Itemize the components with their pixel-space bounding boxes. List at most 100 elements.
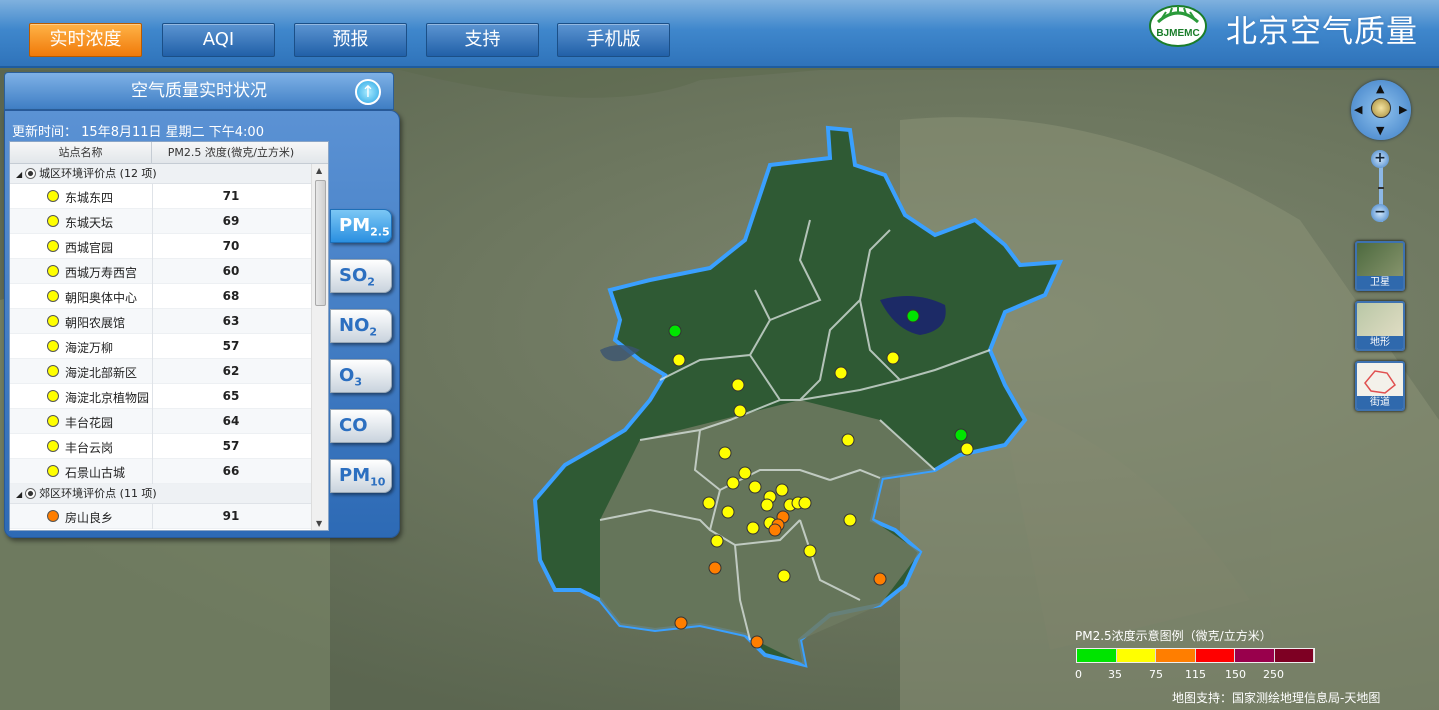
group-label: 城区环境评价点 (12 项)	[39, 167, 157, 180]
station-name: 东城东四	[65, 191, 114, 205]
pm25-value: 65	[222, 389, 240, 403]
pm25-value: 70	[222, 239, 240, 253]
tab-sub: 3	[354, 375, 362, 389]
guanting-reservoir	[600, 345, 640, 362]
group-label: 郊区环境评价点 (11 项)	[39, 487, 157, 500]
zoom-in-button[interactable]: +	[1371, 150, 1389, 168]
plain-area	[600, 400, 935, 665]
tab-pollutant[interactable]: CO	[330, 409, 392, 443]
update-time: 更新时间： 15年8月11日 星期二 下午4:00	[12, 121, 264, 140]
scroll-thumb[interactable]	[315, 180, 326, 306]
pan-right-icon[interactable]: ▶	[1399, 103, 1408, 116]
table-row[interactable]: 东城东四 71	[10, 184, 328, 209]
panel-header: 空气质量实时状况 ↑	[4, 72, 394, 110]
table-row[interactable]: 房山良乡 91	[10, 504, 328, 529]
tab-pollutant[interactable]: PM10	[330, 459, 392, 493]
pm25-value: 57	[222, 339, 240, 353]
table-header: 站点名称 PM2.5 浓度(微克/立方米)	[10, 142, 328, 164]
tab-pollutant[interactable]: PM2.5	[330, 209, 392, 243]
layer-satellite[interactable]: 卫星	[1355, 241, 1405, 291]
table-row[interactable]: 朝阳农展馆 63	[10, 309, 328, 334]
street-thumb-icon	[1364, 370, 1397, 394]
group-radio-icon[interactable]	[25, 168, 37, 179]
table-row[interactable]: 西城官园 70	[10, 234, 328, 259]
pan-left-icon[interactable]: ◀	[1354, 103, 1363, 116]
legend-colorbar	[1076, 648, 1315, 663]
district-lines	[599, 219, 991, 641]
pan-control[interactable]: ▲ ▼ ◀ ▶	[1351, 80, 1411, 140]
table-scrollbar[interactable]: ▲ ▼	[311, 164, 328, 530]
pm25-value: 68	[222, 289, 240, 303]
collapse-triangle-icon[interactable]: ◢	[16, 170, 23, 179]
up-arrow-icon: ↑	[361, 82, 375, 101]
pm25-value: 91	[222, 509, 240, 523]
tab-pollutant[interactable]: O3	[330, 359, 392, 393]
station-markers	[668, 309, 974, 649]
station-name: 丰台花园	[65, 416, 114, 430]
station-name: 朝阳奥体中心	[65, 291, 138, 305]
pm25-value: 57	[222, 439, 240, 453]
tab-main: CO	[339, 415, 368, 436]
nav-realtime[interactable]: 实时浓度	[29, 23, 142, 57]
table-row[interactable]: 海淀北部新区 62	[10, 359, 328, 384]
level-dot-icon	[47, 265, 59, 277]
tab-pollutant[interactable]: SO2	[330, 259, 392, 293]
nav-aqi[interactable]: AQI	[162, 23, 275, 57]
pm25-value: 63	[222, 314, 240, 328]
scroll-down-icon[interactable]: ▼	[316, 519, 323, 528]
level-dot-icon	[47, 415, 59, 427]
nav-forecast[interactable]: 预报	[294, 23, 407, 57]
bjmemc-logo: BJMEMC	[1149, 5, 1207, 47]
pan-up-icon[interactable]: ▲	[1376, 82, 1385, 95]
table-body: ◢ 城区环境评价点 (12 项) 东城东四 71 东城天坛 69 西城官园 70 西城万寿西宫 6…	[10, 164, 328, 529]
table-row[interactable]: 丰台花园 64	[10, 409, 328, 434]
table-row[interactable]: 东城天坛 69	[10, 209, 328, 234]
level-dot-icon	[47, 365, 59, 377]
pm25-value: 66	[222, 464, 240, 478]
level-dot-icon	[47, 440, 59, 452]
table-row[interactable]: 西城万寿西宫 60	[10, 259, 328, 284]
station-name: 朝阳农展馆	[65, 316, 126, 330]
tab-main: NO	[339, 315, 370, 336]
tab-sub: 2	[367, 275, 375, 289]
station-name: 海淀万柳	[65, 341, 114, 355]
legend-title: PM2.5浓度示意图例（微克/立方米）	[1075, 629, 1272, 643]
pan-down-icon[interactable]: ▼	[1376, 124, 1385, 137]
pm25-value: 69	[222, 214, 240, 228]
layer-terrain-label: 地形	[1357, 336, 1403, 349]
layer-terrain[interactable]: 地形	[1355, 301, 1405, 351]
collapse-triangle-icon[interactable]: ◢	[16, 490, 23, 499]
zoom-out-button[interactable]: −	[1371, 204, 1389, 222]
layer-street[interactable]: 街道	[1355, 361, 1405, 411]
nav-mobile[interactable]: 手机版	[557, 23, 670, 57]
table-row[interactable]: 海淀北京植物园 65	[10, 384, 328, 409]
table-row[interactable]: 丰台云岗 57	[10, 434, 328, 459]
col-station-name[interactable]: 站点名称	[10, 142, 152, 164]
col-pm25-value[interactable]: PM2.5 浓度(微克/立方米)	[167, 146, 295, 159]
panel-title: 空气质量实时状况	[131, 81, 267, 101]
table-row[interactable]: 海淀万柳 57	[10, 334, 328, 359]
level-dot-icon	[47, 240, 59, 252]
table-row[interactable]: 石景山古城 66	[10, 459, 328, 484]
station-name: 海淀北京植物园	[65, 391, 150, 405]
legend-tick-label: 75	[1149, 668, 1163, 681]
nav-support[interactable]: 支持	[426, 23, 539, 57]
table-row[interactable]: 朝阳奥体中心 68	[10, 284, 328, 309]
pan-center-icon[interactable]	[1371, 98, 1391, 118]
station-group[interactable]: ◢ 城区环境评价点 (12 项)	[10, 164, 328, 184]
legend-swatch	[1195, 649, 1235, 662]
level-dot-icon	[47, 510, 59, 522]
tab-pollutant[interactable]: NO2	[330, 309, 392, 343]
station-name: 海淀北部新区	[65, 366, 138, 380]
group-radio-icon[interactable]	[25, 488, 37, 499]
level-dot-icon	[47, 340, 59, 352]
scroll-up-icon[interactable]: ▲	[316, 166, 323, 175]
map-credit: 地图支持：国家测绘地理信息局-天地图	[1172, 691, 1381, 705]
station-group[interactable]: ◢ 郊区环境评价点 (11 项)	[10, 484, 328, 504]
site-title: 北京空气质量	[1226, 14, 1418, 50]
station-table: 站点名称 PM2.5 浓度(微克/立方米) ◢ 城区环境评价点 (12 项) 东城东…	[9, 141, 329, 531]
collapse-panel-button[interactable]: ↑	[355, 79, 381, 105]
pm25-value: 71	[222, 189, 240, 203]
layer-satellite-label: 卫星	[1357, 276, 1403, 289]
pm25-value: 62	[222, 364, 240, 378]
